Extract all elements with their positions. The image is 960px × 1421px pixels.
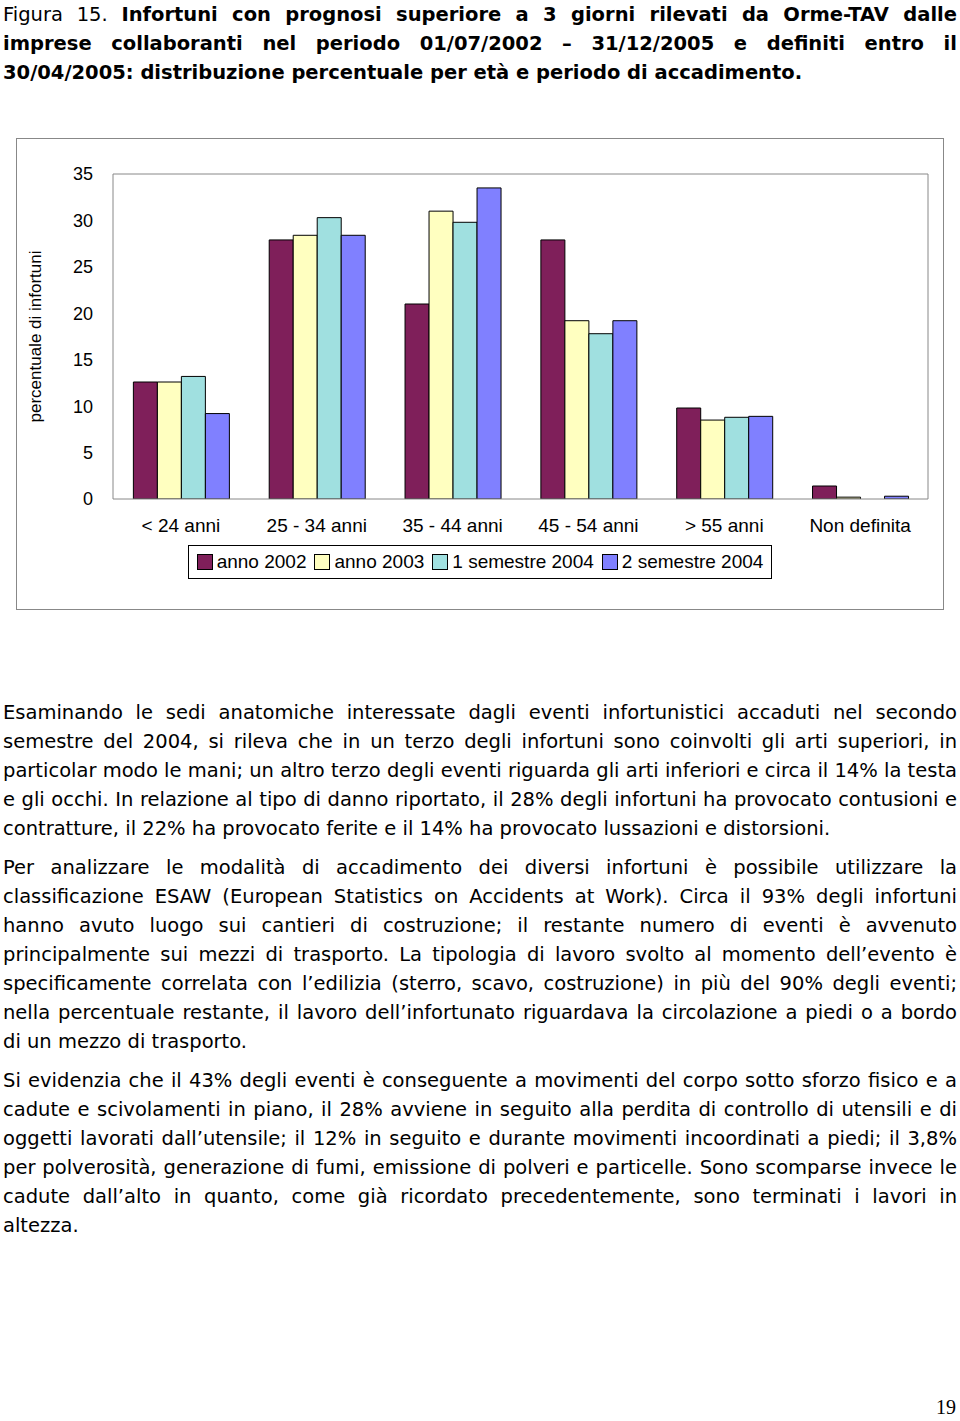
html-text:Figura 15.: Figura 15. [3,3,108,26]
html-text:Si evidenzia che il 43% degli: Si evidenzia che il 43% degli eventi è c… [3,1069,957,1237]
svg-text:25: 25 [73,257,93,277]
svg-text:15: 15 [73,350,93,370]
svg-text:5: 5 [83,443,93,463]
svg-text:10: 10 [73,397,93,417]
svg-text:< 24 anni: < 24 anni [142,515,221,536]
svg-text:0: 0 [83,489,93,509]
html-text:anno 2003: anno 2003 [334,551,425,572]
svg-text:Non definita: Non definita [809,515,911,536]
svg-text:35: 35 [73,164,93,184]
html-text:Per analizzare le modalità di: Per analizzare le modalità di accadiment… [3,856,957,1053]
html-text:19: 19 [936,1396,956,1418]
html-text:Esaminando le sedi anatomiche: Esaminando le sedi anatomiche interessat… [3,701,957,840]
html-text:Infortuni con prognosi superio: Infortuni con prognosi superiore a 3 gio… [3,3,957,84]
html-text:1 semestre 2004: 1 semestre 2004 [452,551,594,572]
svg-text:35 - 44 anni: 35 - 44 anni [402,515,502,536]
svg-text:percentuale di infortuni: percentuale di infortuni [26,250,45,422]
html-text:2 semestre 2004: 2 semestre 2004 [621,551,764,572]
svg-text:25 - 34 anni: 25 - 34 anni [267,515,367,536]
svg-text:45 - 54 anni: 45 - 54 anni [538,515,638,536]
svg-text:20: 20 [73,304,93,324]
svg-text:30: 30 [73,211,93,231]
svg-text:> 55 anni: > 55 anni [685,515,764,536]
html-text:anno 2002: anno 2002 [216,551,307,572]
